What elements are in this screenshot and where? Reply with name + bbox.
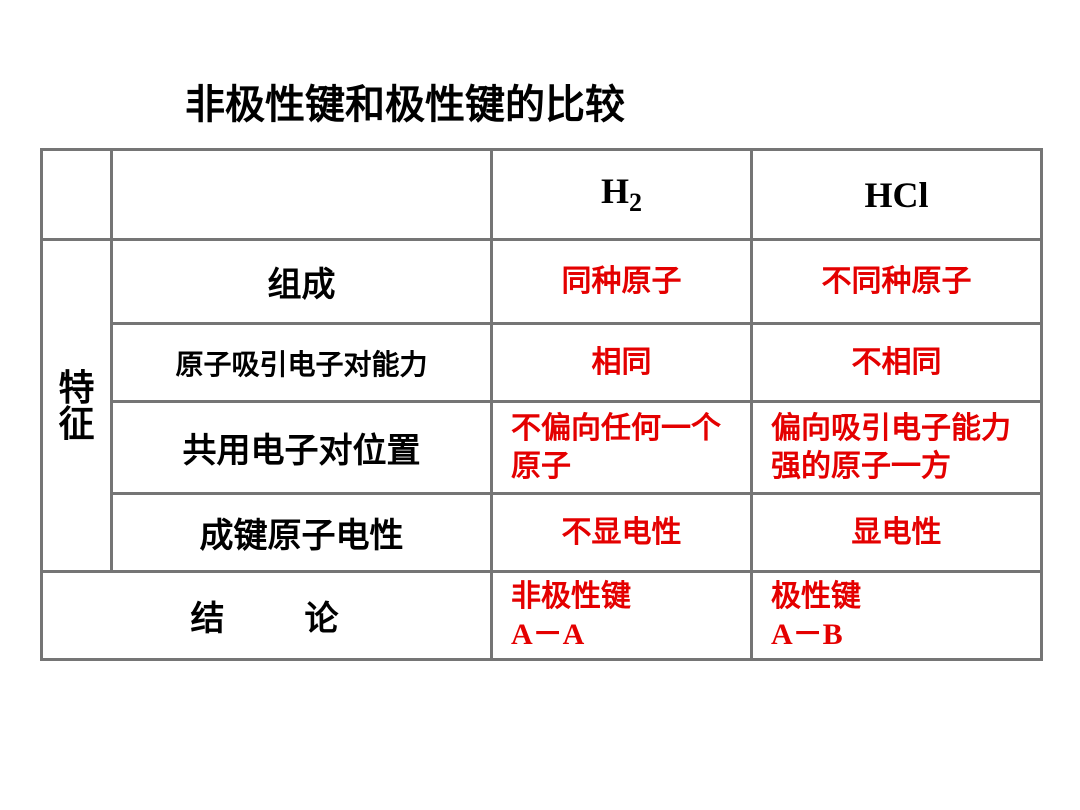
row-value: 相同	[492, 324, 752, 402]
row-label-electrical: 成键原子电性	[112, 494, 492, 572]
row-value: 不偏向任何一个原子	[492, 402, 752, 494]
comparison-table: H2 HCl 特 征 组成 同种原子 不同种原子 原子吸引电子对能力 相同 不相…	[40, 148, 1040, 661]
row-value: 不显电性	[492, 494, 752, 572]
conclusion-hcl: 极性键A－B	[752, 572, 1042, 660]
table-row: 成键原子电性 不显电性 显电性	[42, 494, 1042, 572]
row-value: 偏向吸引电子能力强的原子一方	[752, 402, 1042, 494]
header-h2: H2	[492, 150, 752, 240]
row-value: 显电性	[752, 494, 1042, 572]
table-row: 原子吸引电子对能力 相同 不相同	[42, 324, 1042, 402]
table-row: 共用电子对位置 不偏向任何一个原子 偏向吸引电子能力强的原子一方	[42, 402, 1042, 494]
conclusion-h2: 非极性键A－A	[492, 572, 752, 660]
conclusion-label: 结 论	[42, 572, 492, 660]
rowcat-features: 特 征	[42, 240, 112, 572]
table-row-conclusion: 结 论 非极性键A－A 极性键A－B	[42, 572, 1042, 660]
header-blank-1	[42, 150, 112, 240]
row-value: 不同种原子	[752, 240, 1042, 324]
row-label-attraction: 原子吸引电子对能力	[112, 324, 492, 402]
slide-title: 非极性键和极性键的比较	[185, 72, 625, 130]
row-value: 不相同	[752, 324, 1042, 402]
header-hcl: HCl	[752, 150, 1042, 240]
row-label-composition: 组成	[112, 240, 492, 324]
row-label-pair-position: 共用电子对位置	[112, 402, 492, 494]
header-blank-2	[112, 150, 492, 240]
row-value: 同种原子	[492, 240, 752, 324]
table-header-row: H2 HCl	[42, 150, 1042, 240]
table-row: 特 征 组成 同种原子 不同种原子	[42, 240, 1042, 324]
